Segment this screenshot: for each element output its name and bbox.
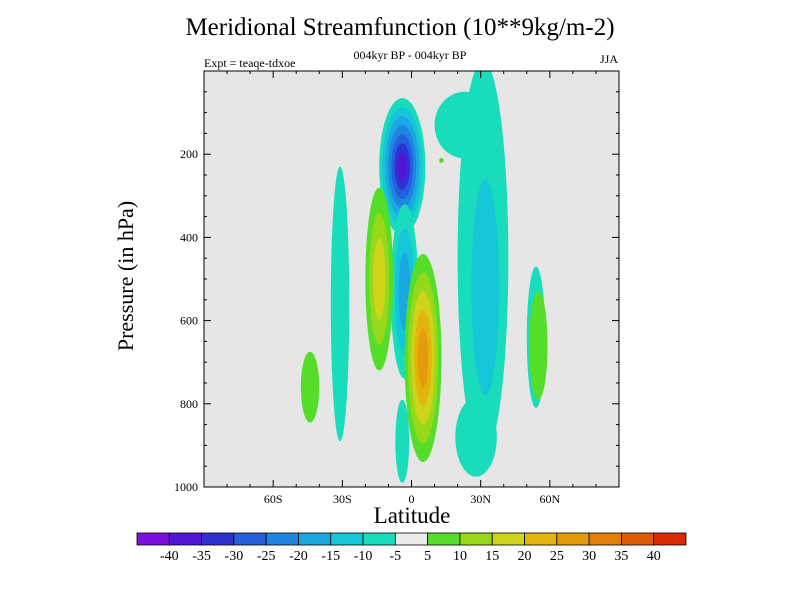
colorbar-label: 15 <box>485 549 499 564</box>
colorbar-swatch <box>136 532 170 546</box>
colorbar-label: -40 <box>160 549 179 564</box>
x-tick-label: 0 <box>409 492 415 506</box>
colorbar-swatch <box>394 532 429 546</box>
colorbar-label: 30 <box>582 549 596 564</box>
colorbar-swatch <box>168 532 202 546</box>
experiment-label: Expt = teaqe-tdxoe <box>204 56 296 70</box>
colorbar-swatch <box>556 532 590 546</box>
contour-level <box>417 328 429 388</box>
x-tick-label: 30N <box>470 492 491 506</box>
colorbar-swatch <box>233 532 267 546</box>
season-label: JJA <box>599 52 618 66</box>
chart-title: Meridional Streamfunction (10**9kg/m-2) <box>185 14 615 41</box>
y-tick-label: 800 <box>180 397 198 411</box>
colorbar-label: -5 <box>390 549 402 564</box>
colorbar-swatch <box>653 532 687 546</box>
contour-level <box>330 166 350 442</box>
contour-fields <box>300 71 548 483</box>
colorbar-swatch <box>201 532 235 546</box>
colorbar: -40 -35 -30 -25 -20 -15 -10 -5 5 10 15 20 25 30 35 40 <box>136 532 687 564</box>
deep-equatorial-negative <box>395 399 410 483</box>
contour-level <box>373 238 386 320</box>
contour-level <box>529 291 548 400</box>
contour-level <box>455 397 497 477</box>
colorbar-swatch <box>588 532 622 546</box>
colorbar-label: 10 <box>453 549 467 564</box>
y-tick-label: 400 <box>180 230 198 244</box>
upper-tropical-positive <box>439 157 444 163</box>
southern-positive-cell <box>365 187 394 371</box>
colorbar-swatch <box>298 532 332 546</box>
x-tick-label: 60N <box>539 492 560 506</box>
contour-level <box>397 152 408 182</box>
colorbar-label: -30 <box>225 549 244 564</box>
northern-mid-lower-lobe <box>455 397 497 477</box>
axes: 60S 30S 0 30N 60N 200 400 600 800 1000 <box>174 71 619 506</box>
x-tick-label: 60S <box>264 492 283 506</box>
colorbar-swatch <box>330 532 364 546</box>
colorbar-swatch <box>265 532 299 546</box>
subtropical-negative-core <box>379 98 426 236</box>
colorbar-label: -25 <box>257 549 276 564</box>
southern-mid-positive <box>300 351 320 423</box>
y-tick-label: 1000 <box>174 480 198 494</box>
contour-level <box>434 91 495 159</box>
colorbar-swatch <box>621 532 655 546</box>
colorbar-swatch <box>427 532 461 546</box>
colorbar-label: 35 <box>614 549 628 564</box>
colorbar-swatch <box>459 532 493 546</box>
colorbar-swatch <box>524 532 558 546</box>
colorbar-label: -10 <box>354 549 373 564</box>
southern-negative-cell <box>330 166 350 442</box>
equatorial-positive-cell <box>404 254 442 463</box>
colorbar-swatch <box>491 532 525 546</box>
x-axis-title: Latitude <box>373 503 451 528</box>
colorbar-label: 25 <box>550 549 564 564</box>
chart-subtitle: 004kyr BP - 004kyr BP <box>353 48 467 62</box>
contour-level <box>439 157 444 163</box>
northern-subpolar-positive <box>529 291 548 400</box>
colorbar-label: 5 <box>424 549 431 564</box>
colorbar-label: -15 <box>321 549 340 564</box>
contour-level <box>300 351 320 423</box>
northern-upper-lobe <box>434 91 495 159</box>
y-tick-label: 200 <box>180 147 198 161</box>
x-tick-label: 30S <box>333 492 352 506</box>
contour-level <box>395 399 410 483</box>
colorbar-label: 20 <box>518 549 532 564</box>
colorbar-swatch <box>362 532 396 546</box>
colorbar-label: -20 <box>289 549 308 564</box>
colorbar-label: 40 <box>647 549 661 564</box>
y-tick-label: 600 <box>180 314 198 328</box>
northern-inner-core <box>471 179 500 396</box>
contour-level <box>471 179 500 396</box>
colorbar-label: -35 <box>192 549 211 564</box>
